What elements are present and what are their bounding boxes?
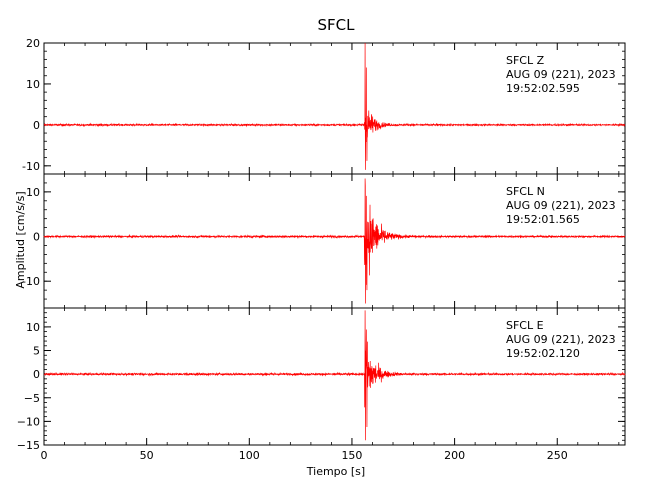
panel-frame <box>43 307 626 446</box>
y-axis-label: Amplitud [cm/s/s] <box>14 191 27 288</box>
waveform-n <box>43 178 626 304</box>
y-tick-label: 10 <box>26 186 40 199</box>
station-component-label: SFCL N <box>506 185 545 198</box>
date-label: AUG 09 (221), 2023 <box>506 333 616 346</box>
y-tick-label: 0 <box>33 368 40 381</box>
x-tick-label: 200 <box>444 449 465 462</box>
x-tick-label: 0 <box>41 449 48 462</box>
y-tick-label: −15 <box>17 439 40 452</box>
date-label: AUG 09 (221), 2023 <box>506 68 616 81</box>
time-label: 19:52:02.120 <box>506 347 580 360</box>
y-tick-label: 0 <box>33 231 40 244</box>
x-tick-label: 50 <box>140 449 154 462</box>
x-tick-label: 150 <box>341 449 362 462</box>
chart-title: SFCL <box>318 16 356 34</box>
y-tick-label: 20 <box>26 37 40 50</box>
y-tick-label: 5 <box>33 345 40 358</box>
date-label: AUG 09 (221), 2023 <box>506 199 616 212</box>
y-tick-label: -10 <box>22 275 40 288</box>
time-label: 19:52:01.565 <box>506 213 580 226</box>
y-tick-label: 0 <box>33 119 40 132</box>
y-tick-label: −5 <box>24 392 40 405</box>
time-label: 19:52:02.595 <box>506 82 580 95</box>
waveform-z <box>43 42 626 170</box>
x-tick-label: 100 <box>239 449 260 462</box>
station-component-label: SFCL E <box>506 319 544 332</box>
y-tick-label: 10 <box>26 78 40 91</box>
x-tick-label: 250 <box>547 449 568 462</box>
station-component-label: SFCL Z <box>506 54 545 67</box>
waveform-e <box>43 310 626 441</box>
x-axis-label: Tiempo [s] <box>306 465 365 478</box>
y-tick-label: −10 <box>17 415 40 428</box>
y-tick-label: 10 <box>26 321 40 334</box>
y-tick-label: -10 <box>22 160 40 173</box>
